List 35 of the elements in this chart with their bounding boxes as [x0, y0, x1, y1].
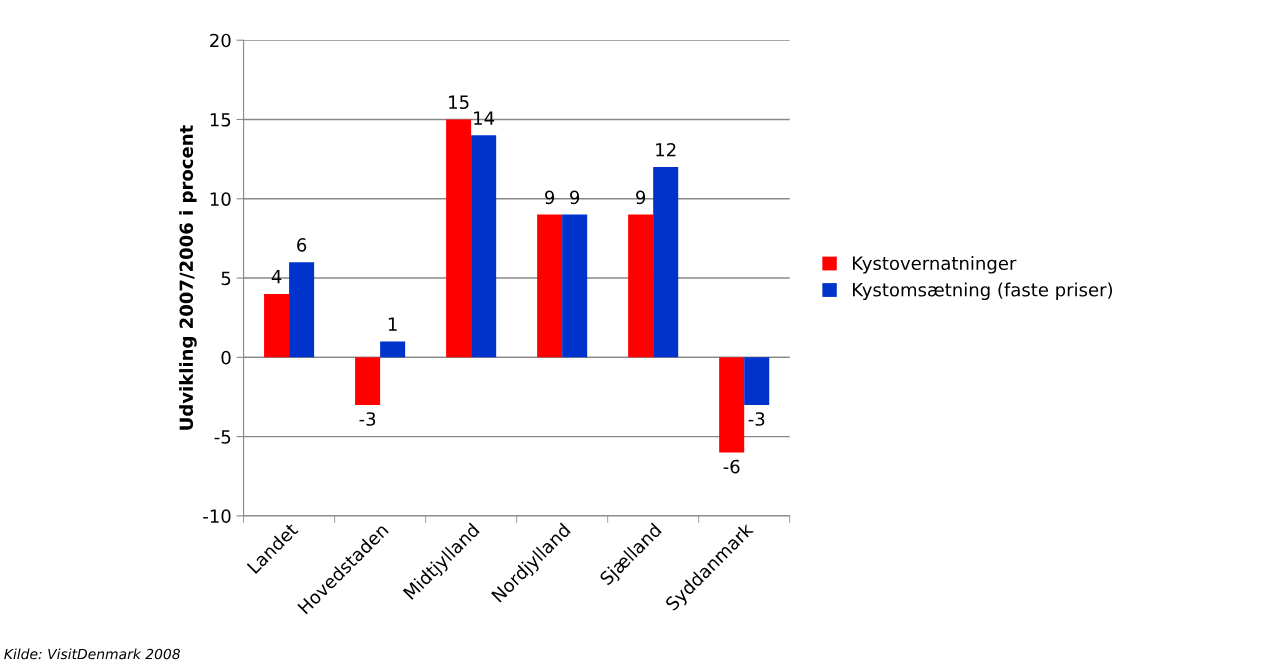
data-label: 6 [297, 238, 307, 252]
text: Kilde: VisitDenmark 2008 [4, 648, 181, 660]
bar [380, 341, 406, 358]
data-label: -3 [748, 412, 765, 426]
data-label: 14 [474, 111, 495, 125]
legend-label: Kystomsætning (faste priser) [853, 282, 1113, 301]
bar [719, 357, 745, 453]
data-label: -6 [723, 459, 740, 474]
bar [537, 214, 563, 358]
data-label: 1 [388, 317, 397, 331]
bar [355, 357, 381, 405]
y-tick-label: 5 [221, 271, 231, 286]
data-label: 9 [545, 190, 555, 205]
bar [628, 214, 654, 358]
bar [446, 119, 472, 358]
data-label: 4 [271, 270, 282, 284]
y-axis-title: Udvikling 2007/2006 i procent [179, 125, 197, 430]
y-tick-label: -10 [203, 509, 231, 524]
bar [289, 262, 315, 358]
bar [471, 135, 497, 358]
bar [653, 167, 679, 358]
bar [744, 357, 770, 405]
data-label: 15 [449, 95, 469, 110]
y-tick-label: -5 [214, 430, 231, 444]
bar [562, 214, 588, 358]
data-label: 9 [636, 190, 646, 205]
y-tick-label: 0 [221, 350, 231, 365]
data-label: 9 [570, 190, 580, 205]
data-label: 12 [656, 142, 676, 157]
legend-label: Kystovernatninger [853, 256, 1017, 274]
bar [264, 293, 290, 358]
y-tick-label: 10 [210, 192, 231, 206]
data-label: -3 [359, 412, 376, 426]
y-tick-label: 20 [210, 33, 231, 48]
y-tick-label: 15 [210, 113, 231, 127]
